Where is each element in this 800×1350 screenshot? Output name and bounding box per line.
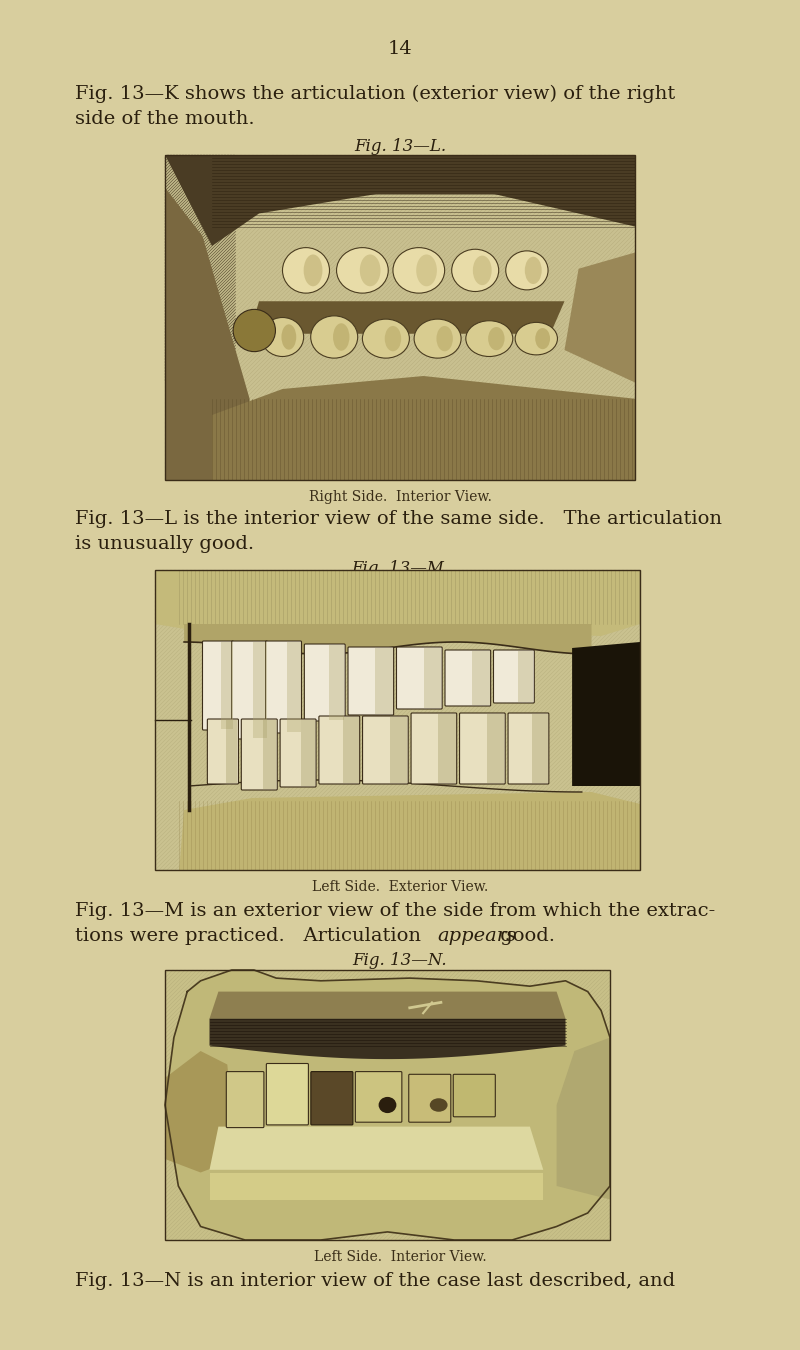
Polygon shape xyxy=(155,570,640,869)
Text: Fig. 13—M is an exterior view of the side from which the extrac-: Fig. 13—M is an exterior view of the sid… xyxy=(75,902,715,919)
Polygon shape xyxy=(210,1173,543,1200)
Polygon shape xyxy=(572,643,640,786)
Ellipse shape xyxy=(430,1099,447,1112)
Text: good.: good. xyxy=(494,927,555,945)
Ellipse shape xyxy=(362,319,410,358)
Text: Fig. 13—M.: Fig. 13—M. xyxy=(351,560,449,576)
Polygon shape xyxy=(438,714,456,783)
Polygon shape xyxy=(472,651,490,705)
Polygon shape xyxy=(329,645,344,720)
Polygon shape xyxy=(532,714,548,783)
Text: appears: appears xyxy=(437,927,516,945)
Text: Right Side.  Interior View.: Right Side. Interior View. xyxy=(309,490,491,504)
Ellipse shape xyxy=(473,255,492,285)
Ellipse shape xyxy=(525,256,542,284)
Text: 14: 14 xyxy=(388,40,412,58)
Text: tions were practiced.   Articulation: tions were practiced. Articulation xyxy=(75,927,427,945)
Ellipse shape xyxy=(488,327,505,350)
Polygon shape xyxy=(486,714,504,783)
Text: Fig. 13—N is an interior view of the case last described, and: Fig. 13—N is an interior view of the cas… xyxy=(75,1272,675,1291)
Polygon shape xyxy=(302,720,315,786)
FancyBboxPatch shape xyxy=(409,1075,451,1122)
FancyBboxPatch shape xyxy=(311,1072,353,1125)
Text: Left Side.  Interior View.: Left Side. Interior View. xyxy=(314,1250,486,1264)
Polygon shape xyxy=(155,570,640,636)
Ellipse shape xyxy=(282,324,296,350)
Ellipse shape xyxy=(282,247,330,293)
Text: Left Side.  Exterior View.: Left Side. Exterior View. xyxy=(312,880,488,894)
Text: Fig. 13—N.: Fig. 13—N. xyxy=(353,952,447,969)
FancyBboxPatch shape xyxy=(202,641,234,730)
Polygon shape xyxy=(165,971,610,1241)
FancyBboxPatch shape xyxy=(207,720,238,784)
Ellipse shape xyxy=(304,254,322,286)
Ellipse shape xyxy=(416,254,437,286)
Polygon shape xyxy=(424,648,441,707)
Polygon shape xyxy=(165,1052,236,1173)
Text: is unusually good.: is unusually good. xyxy=(75,535,254,554)
Polygon shape xyxy=(165,155,635,481)
Polygon shape xyxy=(250,301,565,333)
Polygon shape xyxy=(212,377,635,481)
Polygon shape xyxy=(557,1038,610,1200)
FancyBboxPatch shape xyxy=(348,647,394,716)
Polygon shape xyxy=(262,720,276,788)
Ellipse shape xyxy=(452,250,498,292)
Ellipse shape xyxy=(535,328,550,350)
FancyBboxPatch shape xyxy=(319,716,360,784)
FancyBboxPatch shape xyxy=(355,1072,402,1122)
FancyBboxPatch shape xyxy=(454,1075,495,1116)
Polygon shape xyxy=(210,1127,543,1170)
Polygon shape xyxy=(210,992,566,1019)
Polygon shape xyxy=(210,1019,566,1060)
FancyBboxPatch shape xyxy=(266,641,302,733)
Ellipse shape xyxy=(233,309,275,351)
Ellipse shape xyxy=(506,251,548,290)
FancyBboxPatch shape xyxy=(226,1072,264,1127)
Text: Fig. 13—L is the interior view of the same side.   The articulation: Fig. 13—L is the interior view of the sa… xyxy=(75,510,722,528)
Ellipse shape xyxy=(385,325,401,351)
FancyBboxPatch shape xyxy=(397,647,442,709)
Text: side of the mouth.: side of the mouth. xyxy=(75,109,254,128)
Polygon shape xyxy=(390,717,407,783)
Polygon shape xyxy=(565,252,635,382)
Ellipse shape xyxy=(337,247,388,293)
Polygon shape xyxy=(179,792,640,869)
FancyBboxPatch shape xyxy=(445,649,490,706)
Ellipse shape xyxy=(515,323,558,355)
Polygon shape xyxy=(165,155,250,481)
FancyBboxPatch shape xyxy=(304,644,345,721)
Polygon shape xyxy=(375,648,393,714)
Text: Fig. 13—L.: Fig. 13—L. xyxy=(354,138,446,155)
FancyBboxPatch shape xyxy=(362,716,408,784)
FancyBboxPatch shape xyxy=(242,720,278,790)
Polygon shape xyxy=(253,643,266,738)
FancyBboxPatch shape xyxy=(280,720,316,787)
Ellipse shape xyxy=(262,317,304,356)
Text: Fig. 13—K shows the articulation (exterior view) of the right: Fig. 13—K shows the articulation (exteri… xyxy=(75,85,675,103)
FancyBboxPatch shape xyxy=(411,713,457,784)
Polygon shape xyxy=(165,971,610,1241)
Polygon shape xyxy=(343,717,358,783)
FancyBboxPatch shape xyxy=(232,641,267,738)
Polygon shape xyxy=(518,651,534,702)
Ellipse shape xyxy=(393,247,445,293)
FancyBboxPatch shape xyxy=(266,1064,309,1125)
Ellipse shape xyxy=(466,321,513,356)
Ellipse shape xyxy=(414,319,461,358)
Polygon shape xyxy=(226,720,238,783)
Ellipse shape xyxy=(360,254,381,286)
Ellipse shape xyxy=(378,1098,397,1114)
FancyBboxPatch shape xyxy=(459,713,506,784)
Polygon shape xyxy=(287,643,301,732)
Polygon shape xyxy=(221,643,233,729)
FancyBboxPatch shape xyxy=(508,713,549,784)
Polygon shape xyxy=(165,155,635,246)
Polygon shape xyxy=(184,624,591,653)
Ellipse shape xyxy=(437,325,453,351)
Ellipse shape xyxy=(310,316,358,358)
FancyBboxPatch shape xyxy=(494,649,534,703)
Ellipse shape xyxy=(333,323,350,351)
